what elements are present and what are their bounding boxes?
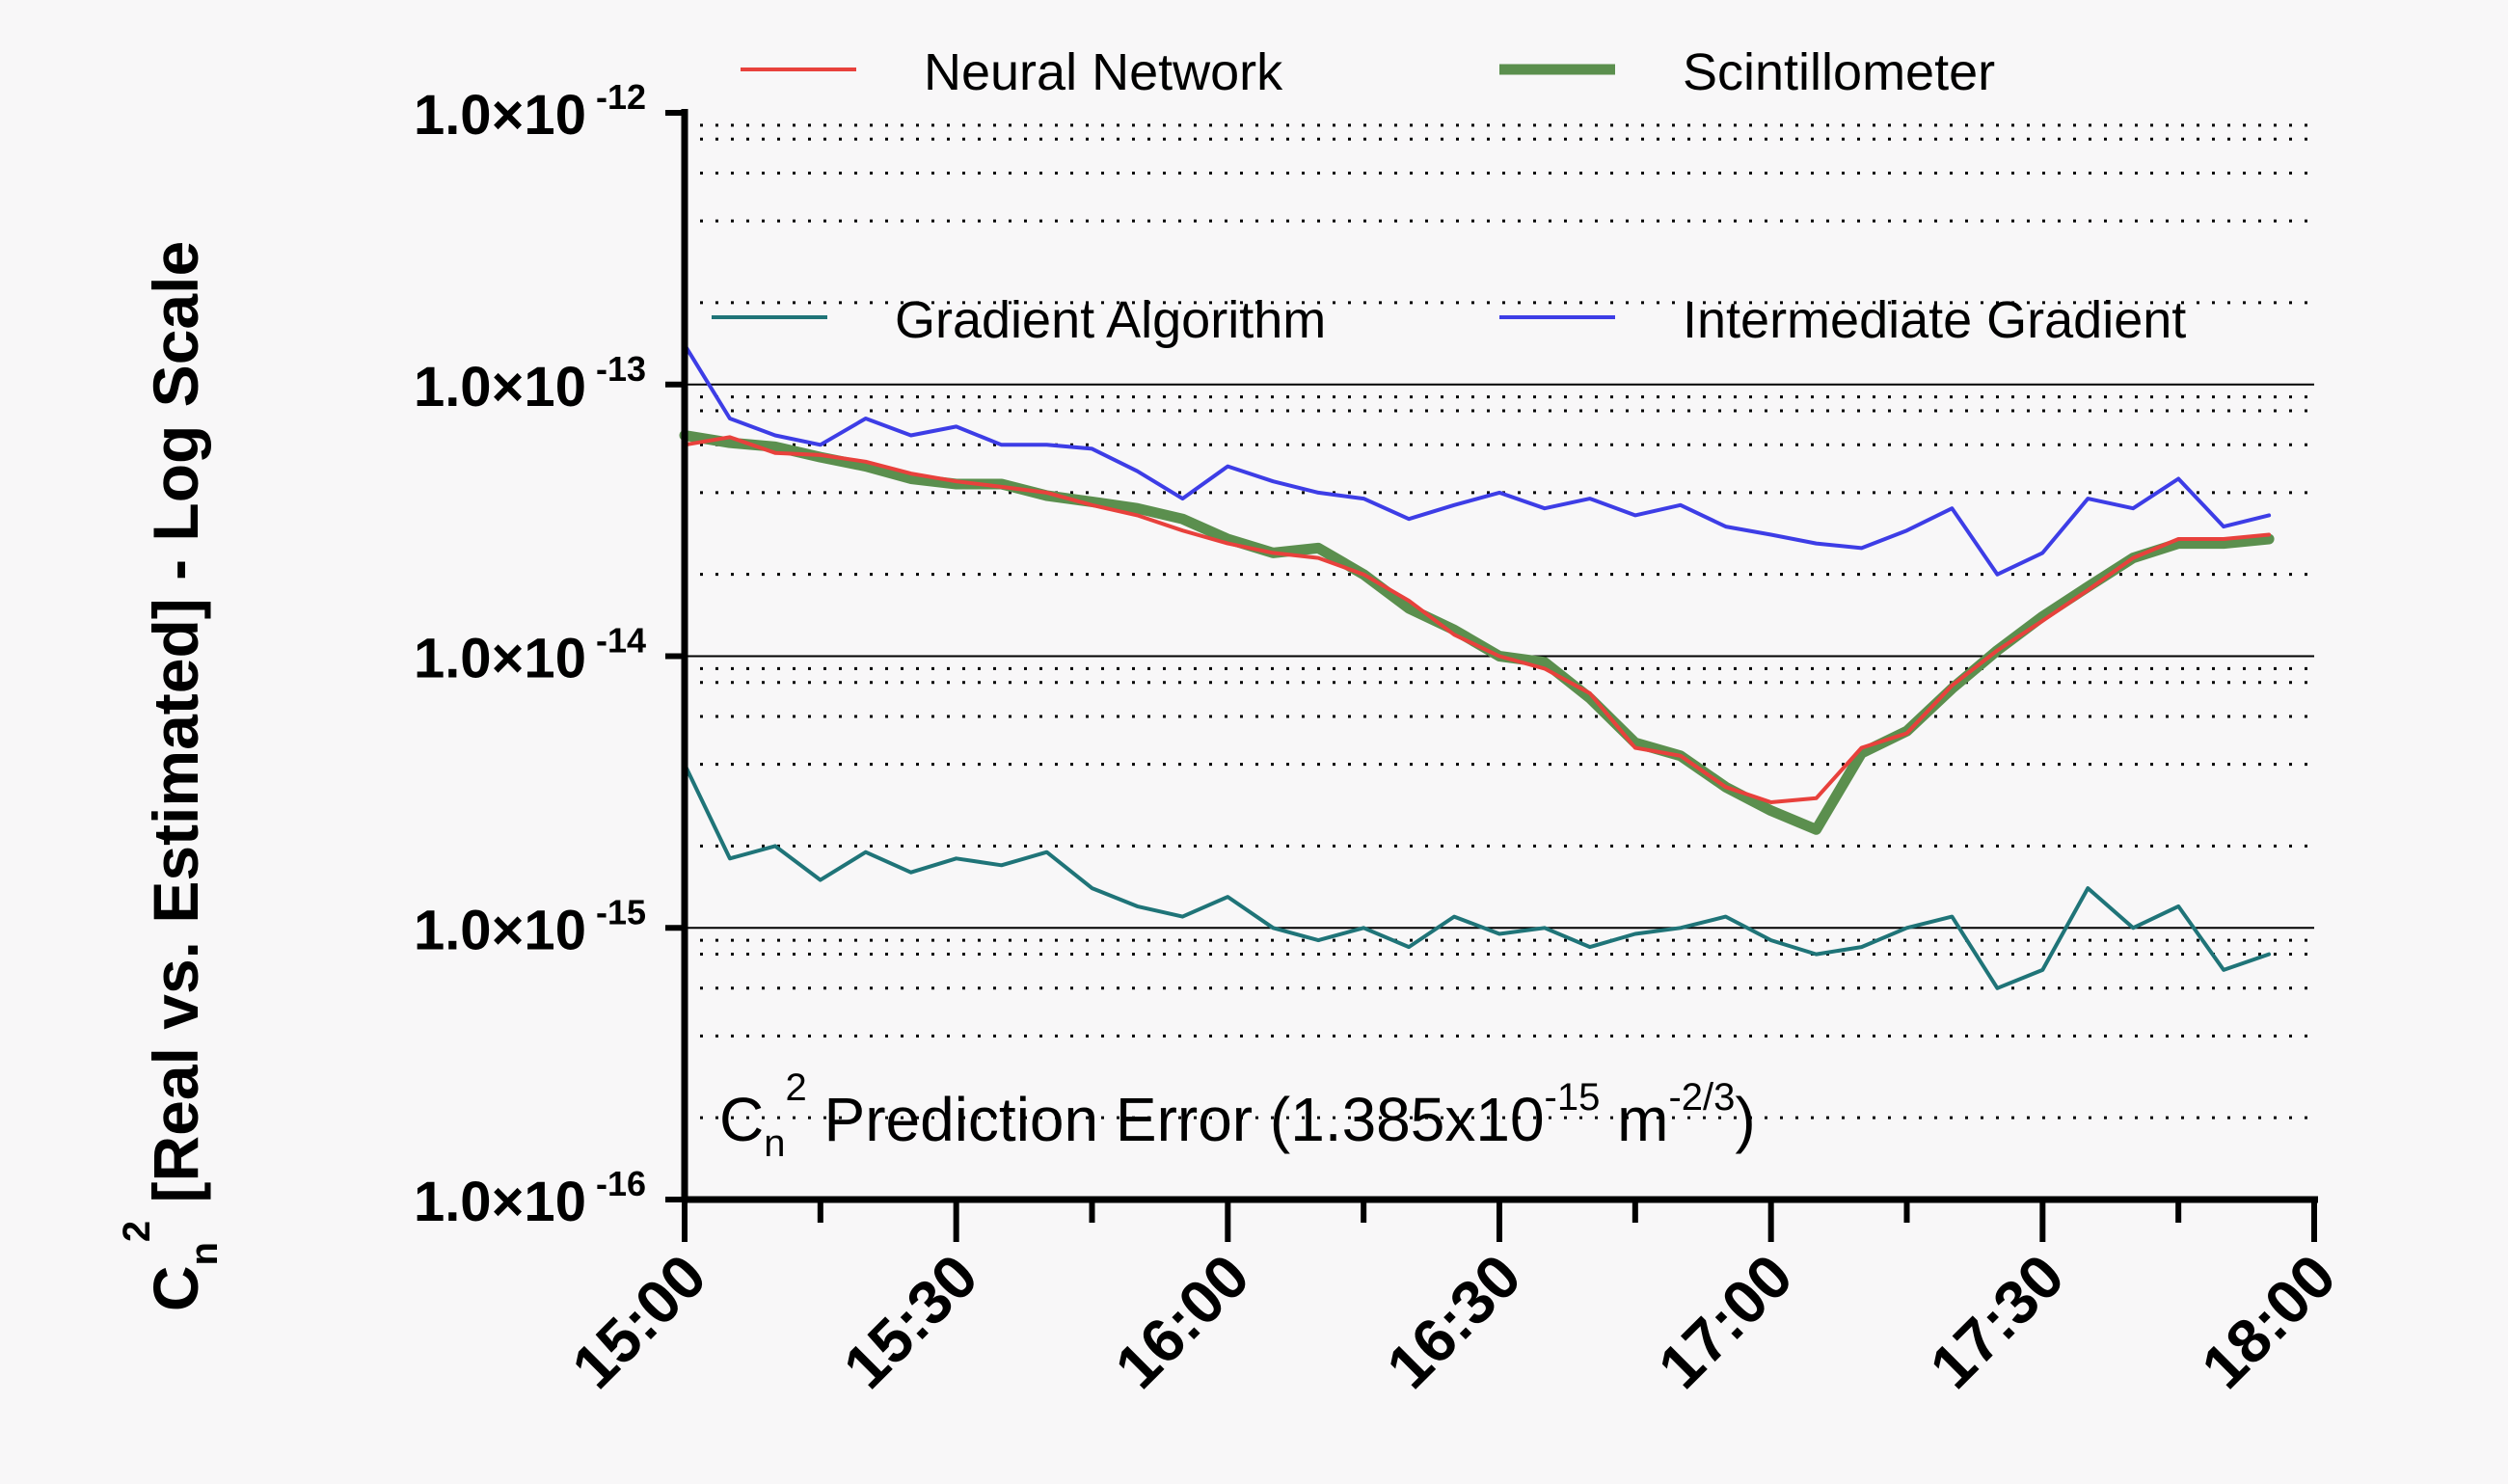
ylabel-base: C <box>140 1266 211 1312</box>
x-tick-label: 18:00 <box>2188 1241 2349 1402</box>
x-tick-label: 15:30 <box>830 1241 991 1402</box>
series-line-gradient-algorithm <box>683 762 2272 990</box>
ylabel-rest: [Real vs. Estimated] - Log Scale <box>140 241 211 1221</box>
y-tick-mantissa: 1.0×10 <box>414 1171 586 1233</box>
y-tick-labels: 1.0×10 -121.0×10 -131.0×10 -141.0×10 -15… <box>414 77 685 1233</box>
y-tick-label: 1.0×10 -13 <box>414 349 646 418</box>
y-tick-label: 1.0×10 -12 <box>414 77 646 147</box>
y-tick-mantissa: 1.0×10 <box>414 628 586 690</box>
y-tick-mantissa: 1.0×10 <box>414 84 586 147</box>
series-line-intermediate-gradient <box>683 342 2272 577</box>
y-tick-exponent: -16 <box>586 1164 646 1203</box>
series-line-neural-network <box>683 435 2272 804</box>
annotation: Cn2 Prediction Error (1.385x10-15 m-2/3) <box>719 1066 1756 1165</box>
y-tick-mantissa: 1.0×10 <box>414 356 586 418</box>
annotation-sup: 2 <box>785 1066 806 1109</box>
annotation-text3: ) <box>1735 1085 1755 1154</box>
annotation-text1: Prediction Error (1.385x10 <box>807 1085 1545 1154</box>
legend-label: Neural Network <box>924 43 1283 101</box>
y-axis-label: Cn 2 [Real vs. Estimated] - Log Scale <box>116 241 226 1311</box>
x-tick-label: 17:00 <box>1645 1241 1806 1402</box>
annotation-text2: m <box>1600 1085 1668 1154</box>
x-tick-labels: 15:00 15:30 16:00 16:30 17:00 17:30 18:00 <box>558 1200 2349 1402</box>
y-tick-mantissa: 1.0×10 <box>414 899 586 961</box>
y-tick-label: 1.0×10 -15 <box>414 892 646 961</box>
y-tick-label: 1.0×10 -14 <box>414 621 646 690</box>
annotation-sub: n <box>764 1122 785 1165</box>
y-tick-exponent: -15 <box>586 892 646 931</box>
series-line-scintillometer <box>679 430 2275 835</box>
series-layer <box>679 342 2275 990</box>
legend-label: Scintillometer <box>1683 43 1995 101</box>
legend-label: Gradient Algorithm <box>895 291 1326 349</box>
ylabel-sup: 2 <box>116 1221 158 1242</box>
annotation-prefix: C <box>719 1085 764 1154</box>
legend: Neural Network Scintillometer Gradient Alg… <box>712 43 2186 349</box>
x-tick-label: 17:30 <box>1917 1241 2078 1402</box>
ylabel-sub: n <box>183 1242 226 1265</box>
y-tick-exponent: -14 <box>586 621 646 661</box>
y-tick-label: 1.0×10 -16 <box>414 1164 646 1233</box>
legend-label: Intermediate Gradient <box>1683 291 2186 349</box>
y-tick-exponent: -13 <box>586 349 646 389</box>
x-tick-label: 16:30 <box>1373 1241 1534 1402</box>
x-tick-label: 16:00 <box>1102 1241 1263 1402</box>
annotation-exp2: -2/3 <box>1668 1076 1735 1119</box>
annotation-exp1: -15 <box>1545 1076 1601 1119</box>
x-tick-label: 15:00 <box>558 1241 719 1402</box>
y-tick-exponent: -12 <box>586 77 646 117</box>
grid-lines <box>685 123 2314 1120</box>
